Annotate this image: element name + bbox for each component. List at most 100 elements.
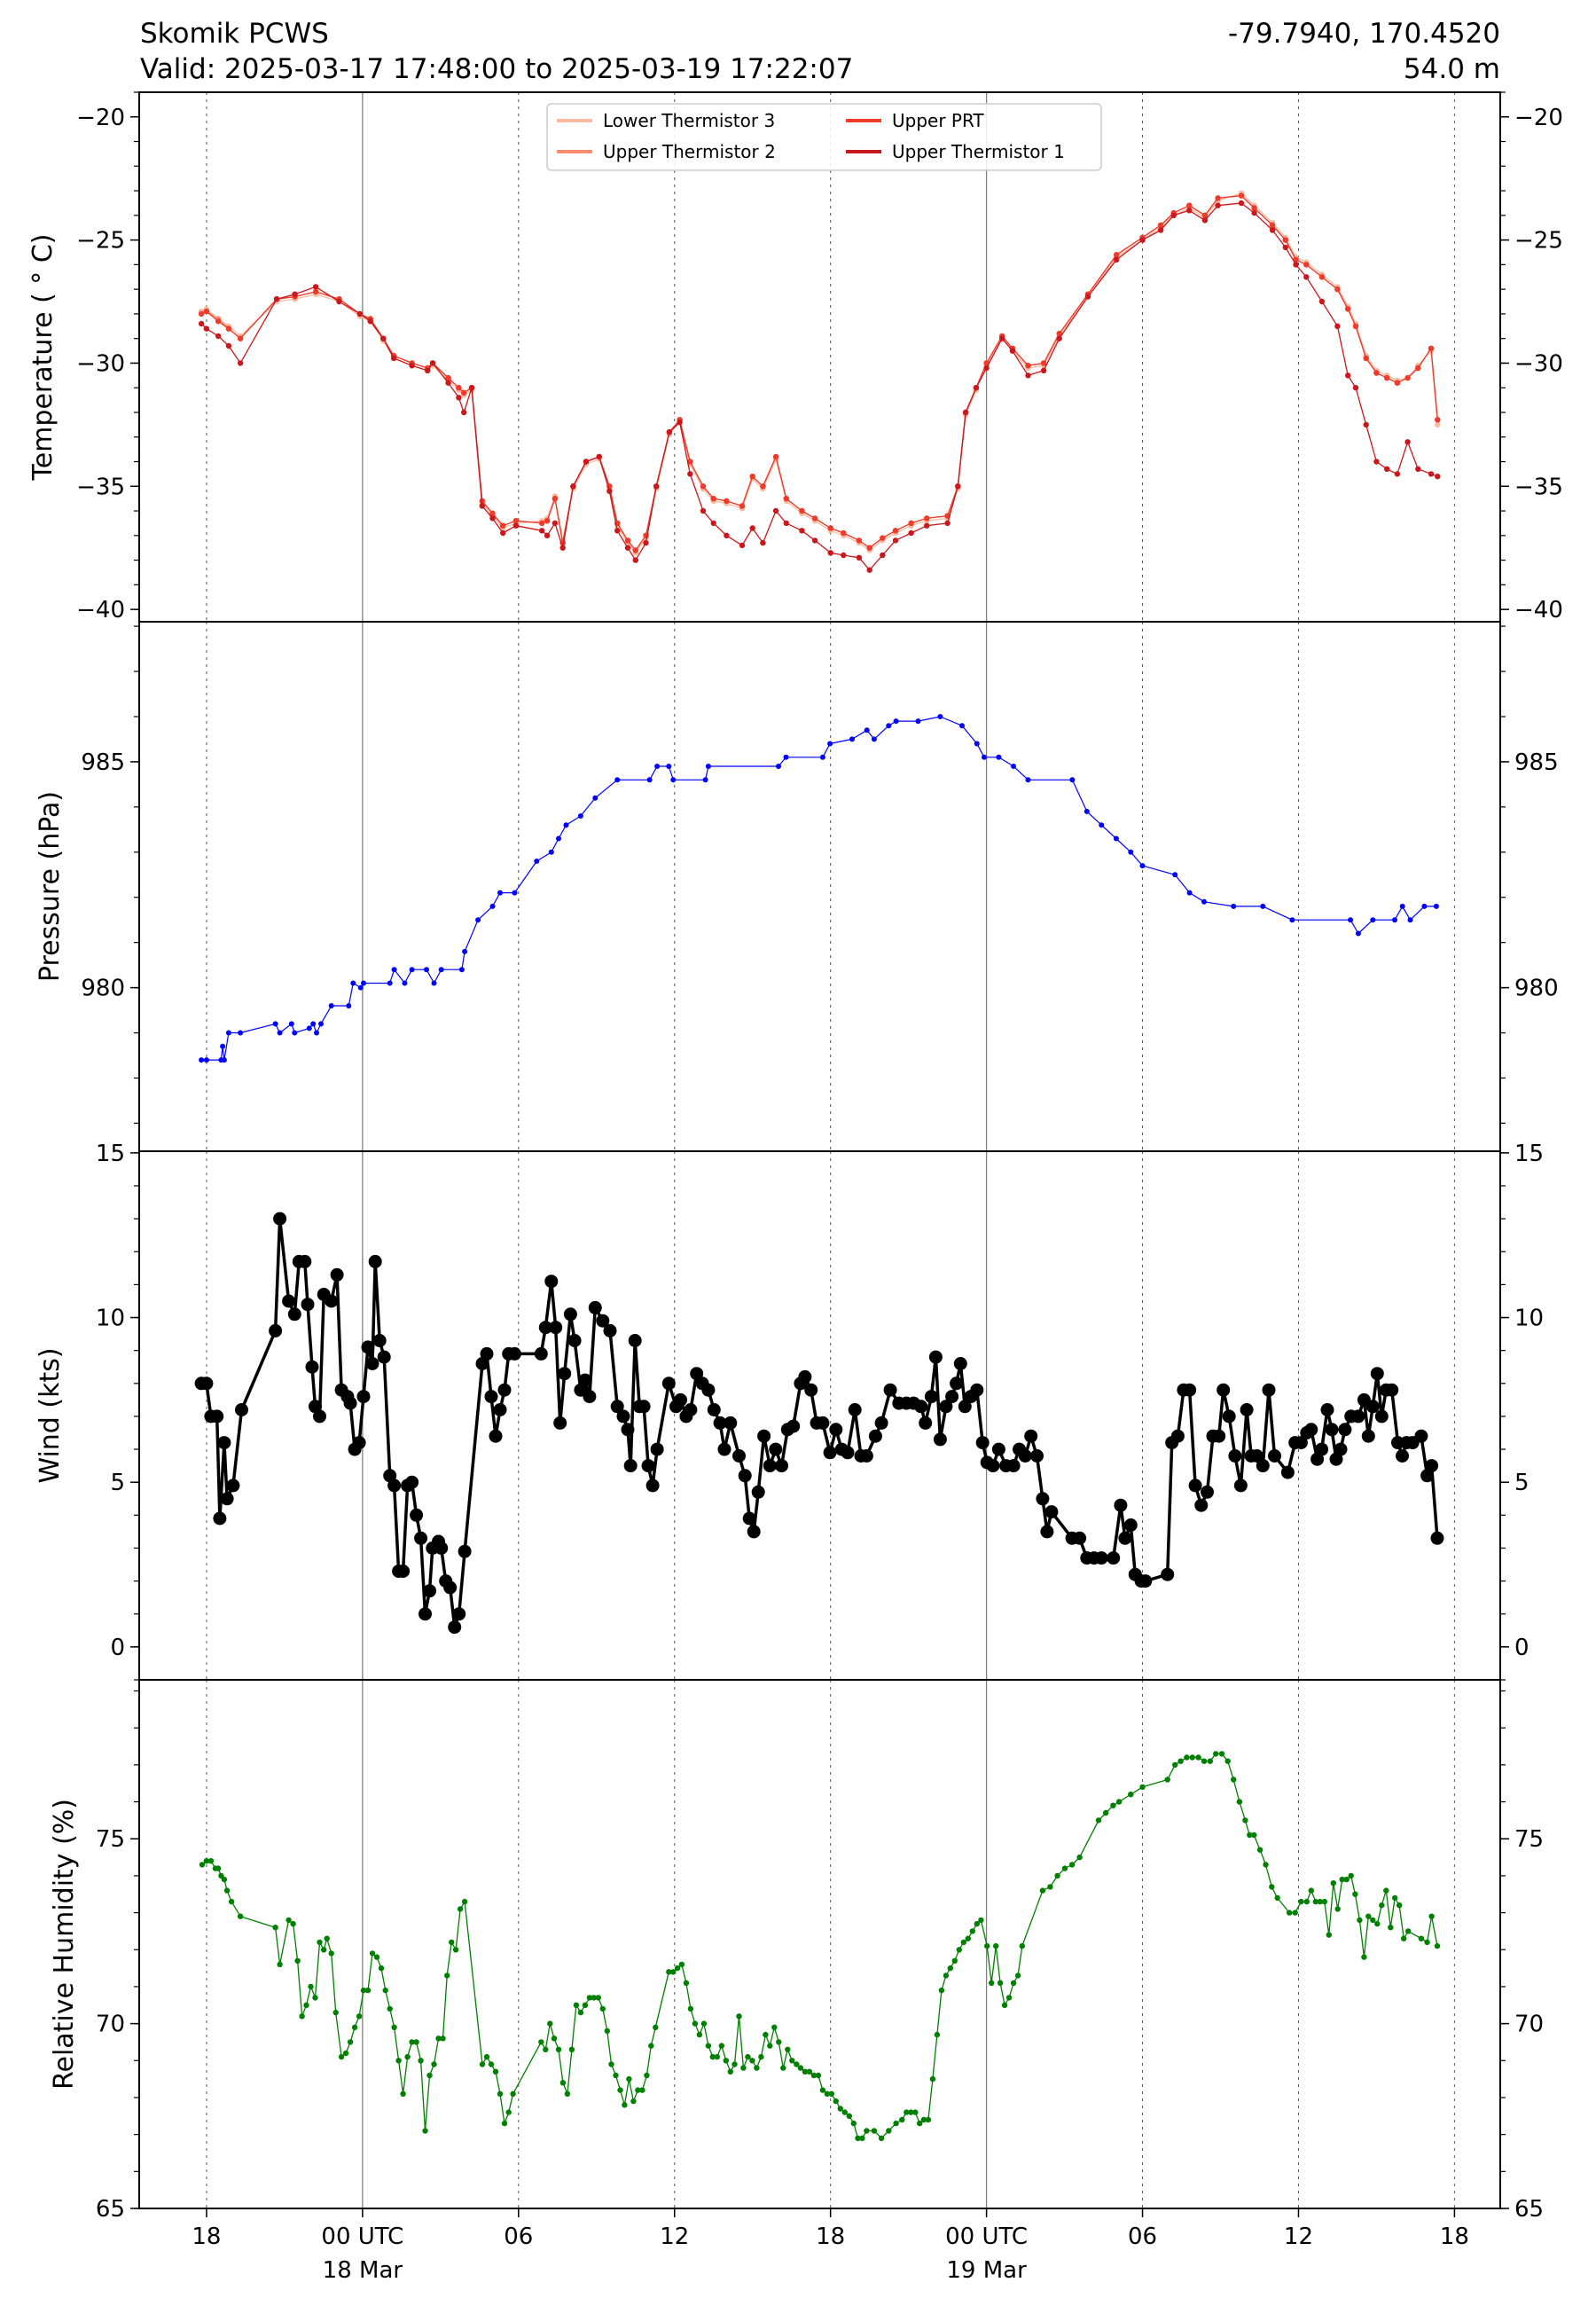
data-point	[951, 1957, 958, 1964]
data-point	[444, 1973, 450, 1979]
y-tick-label-right: −25	[1514, 228, 1563, 255]
data-point	[317, 1939, 323, 1946]
data-point	[1312, 1898, 1319, 1905]
data-point	[1236, 1799, 1243, 1805]
x-axis: 18 00 UTC 18 Mar 06 12 18 00 UTC 19 Mar 06 12 18	[192, 2208, 1469, 2284]
data-point	[563, 822, 569, 828]
data-point	[549, 1321, 563, 1335]
data-point	[559, 545, 566, 551]
data-point	[1425, 1459, 1439, 1473]
data-point	[1128, 1792, 1134, 1798]
data-point	[475, 917, 481, 923]
y-tick-label-right: 980	[1514, 976, 1559, 1002]
data-point	[203, 1057, 209, 1063]
data-point	[997, 1980, 1004, 1986]
data-point	[199, 1057, 205, 1063]
data-point	[924, 522, 930, 529]
data-point	[342, 2050, 349, 2057]
axes-frame	[138, 1679, 1501, 2209]
data-point	[559, 2080, 567, 2086]
data-point	[435, 2035, 442, 2042]
data-point	[324, 1935, 330, 1941]
data-point	[305, 1360, 319, 1374]
data-point	[786, 1419, 801, 1433]
y-tick-label-left: 5	[110, 1470, 125, 1496]
data-point	[767, 2043, 773, 2049]
data-point	[414, 1531, 428, 1545]
data-point	[1384, 374, 1390, 381]
data-point	[544, 518, 551, 524]
data-point	[692, 2020, 699, 2027]
data-point	[661, 1377, 676, 1391]
data-point	[1352, 1891, 1358, 1897]
data-point	[1407, 917, 1413, 923]
data-point	[512, 522, 520, 529]
data-point	[426, 2072, 433, 2079]
data-point	[445, 374, 451, 381]
data-point	[920, 2116, 927, 2123]
data-point	[1361, 1954, 1367, 1960]
data-point	[1379, 1902, 1385, 1909]
data-point	[456, 385, 462, 391]
data-point	[299, 2013, 305, 2020]
data-point	[456, 395, 462, 401]
data-point	[727, 2068, 733, 2075]
data-point	[1430, 1531, 1444, 1545]
data-point	[970, 1383, 984, 1397]
data-point	[740, 2065, 747, 2071]
data-point	[714, 2053, 720, 2060]
data-point	[1405, 1928, 1412, 1934]
data-point	[369, 1950, 376, 1957]
data-point	[982, 754, 987, 760]
data-point	[1139, 237, 1146, 243]
data-point	[811, 515, 818, 522]
data-point	[512, 890, 518, 896]
data-point	[555, 2046, 562, 2052]
data-point	[606, 488, 613, 494]
data-point	[357, 984, 364, 991]
data-point	[512, 518, 520, 524]
data-point	[237, 335, 244, 341]
data-point	[458, 967, 465, 973]
data-point	[1339, 1876, 1345, 1883]
data-point	[687, 471, 693, 477]
data-point	[558, 1367, 572, 1381]
data-point	[351, 2024, 358, 2030]
data-point	[1056, 335, 1062, 341]
data-point	[645, 1479, 660, 1493]
legend-label: Upper Thermistor 2	[603, 141, 776, 162]
data-point	[760, 483, 766, 490]
data-point	[1228, 1449, 1242, 1463]
y-tick-label-left: 980	[81, 976, 125, 1002]
data-point	[1054, 1872, 1060, 1879]
data-point	[617, 2087, 623, 2093]
data-point	[827, 525, 833, 531]
data-point	[841, 2109, 848, 2115]
legend-entry: Lower Thermistor 3	[557, 110, 775, 131]
legend-box	[546, 103, 1102, 171]
data-point	[1039, 1887, 1046, 1894]
panel-wind: 0 0 5 5 10 10 15 15 Wind (kts)	[35, 1141, 1544, 1681]
data-point	[287, 1307, 301, 1322]
data-point	[1114, 252, 1120, 258]
data-point	[1025, 777, 1031, 783]
data-point	[775, 1459, 788, 1473]
y-tick-label-right: −20	[1514, 105, 1563, 131]
data-point	[763, 2031, 769, 2038]
data-point	[312, 288, 319, 295]
data-point	[654, 764, 661, 769]
data-point	[718, 2043, 724, 2049]
data-point	[1293, 256, 1299, 263]
data-point	[288, 1021, 294, 1027]
data-point	[1363, 421, 1369, 428]
data-point	[1030, 1449, 1044, 1463]
data-point	[837, 2106, 843, 2112]
data-point	[539, 520, 545, 527]
data-point	[938, 1987, 945, 1994]
data-point	[1373, 459, 1380, 465]
y-tick-label-left: −25	[76, 228, 125, 255]
data-point	[424, 967, 429, 973]
data-point	[999, 335, 1005, 341]
data-point	[783, 496, 789, 502]
data-point	[747, 1525, 761, 1539]
